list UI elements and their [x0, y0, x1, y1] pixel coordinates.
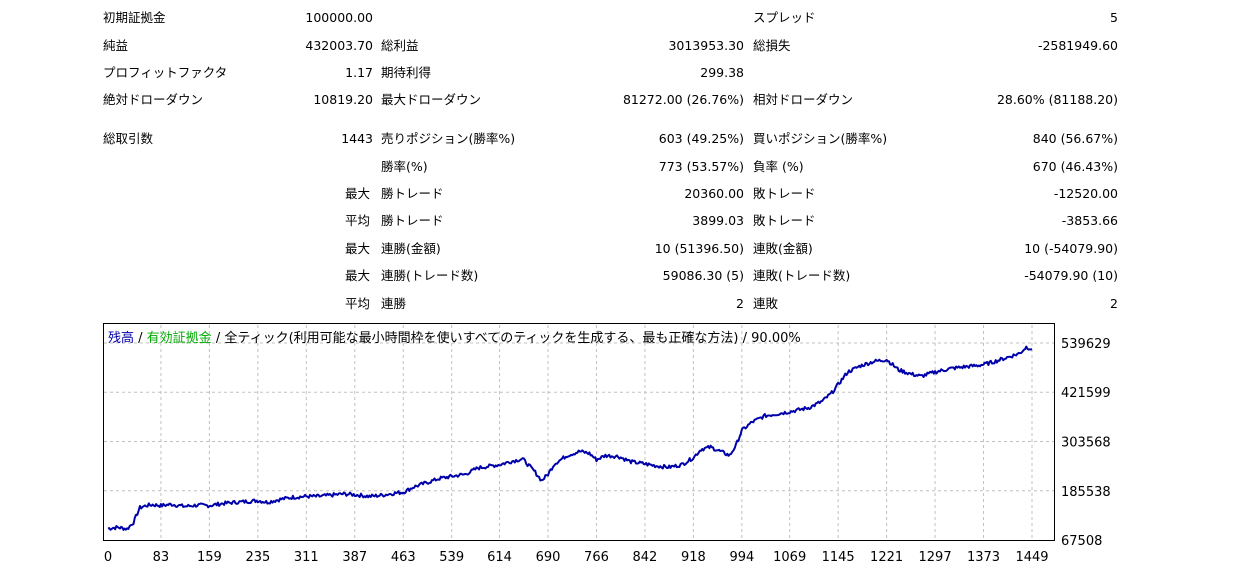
legend-sep-1: / [134, 331, 147, 346]
x-tick-label: 842 [633, 550, 658, 565]
largest-loss-label: 敗トレード [753, 186, 816, 201]
avg-consec-loss-value: 2 [1110, 296, 1118, 311]
y-tick-label: 185538 [1061, 485, 1111, 500]
x-tick-label: 614 [487, 550, 512, 565]
max-consec-loss-trades-value: -54079.90 (10) [1024, 268, 1118, 283]
gross-loss-value: -2581949.60 [1037, 38, 1118, 53]
total-trades-label: 総取引数 [103, 131, 154, 146]
y-tick-label: 303568 [1061, 436, 1111, 451]
legend-sep-2: / [211, 331, 225, 346]
gross-profit-label: 総利益 [381, 38, 419, 53]
average-loss-value: -3853.66 [1061, 213, 1118, 228]
y-tick-label: 421599 [1061, 386, 1111, 401]
x-tick-label: 311 [294, 550, 319, 565]
x-tick-label: 1221 [870, 550, 903, 565]
win-rate-value: 773 (53.57%) [658, 159, 744, 174]
x-tick-label: 690 [536, 550, 561, 565]
y-tick-label: 67508 [1061, 534, 1102, 549]
max-drawdown-value: 81272.00 (26.76%) [622, 92, 744, 107]
average-win-value: 3899.03 [692, 213, 744, 228]
avg-consec-loss-label: 連敗 [753, 296, 779, 311]
legend-quality: 90.00% [751, 331, 801, 346]
abs-drawdown-value: 10819.20 [313, 92, 373, 107]
average-prefix: 平均 [345, 213, 371, 228]
x-tick-label: 994 [729, 550, 754, 565]
x-tick-label: 539 [439, 550, 464, 565]
max-consec-trades-prefix: 最大 [345, 268, 371, 283]
max-consec-win-amount-value: 10 (51396.50) [654, 241, 744, 256]
gross-loss-label: 総損失 [753, 38, 791, 53]
legend-sep-3: / [738, 331, 752, 346]
x-tick-label: 0 [104, 550, 112, 565]
x-tick-label: 235 [245, 550, 270, 565]
x-tick-label: 1373 [967, 550, 1000, 565]
largest-loss-value: -12520.00 [1053, 186, 1118, 201]
expected-payoff-value: 299.38 [700, 65, 744, 80]
gross-profit-value: 3013953.30 [668, 38, 744, 53]
max-consec-win-trades-value: 59086.30 (5) [662, 268, 744, 283]
loss-rate-label: 負率 (%) [753, 159, 804, 174]
x-tick-label: 1297 [919, 550, 952, 565]
initial-deposit-value: 100000.00 [305, 10, 373, 25]
net-profit-value: 432003.70 [305, 38, 373, 53]
short-positions-value: 603 (49.25%) [658, 131, 744, 146]
loss-rate-value: 670 (46.43%) [1032, 159, 1118, 174]
x-tick-label: 918 [681, 550, 706, 565]
chart-legend: 残高 / 有効証拠金 / 全ティック(利用可能な最小時間枠を使いすべてのティック… [108, 327, 801, 346]
largest-prefix: 最大 [345, 186, 371, 201]
max-consec-loss-amount-value: 10 (-54079.90) [1024, 241, 1118, 256]
chart-frame [103, 323, 1055, 541]
spread-value: 5 [1110, 10, 1118, 25]
legend-balance: 残高 [108, 331, 135, 346]
x-tick-label: 1069 [773, 550, 806, 565]
max-consec-loss-trades-label: 連敗(トレード数) [753, 268, 851, 283]
avg-consec-win-value: 2 [736, 296, 744, 311]
profit-factor-value: 1.17 [345, 65, 373, 80]
rel-drawdown-label: 相対ドローダウン [753, 92, 854, 107]
x-tick-label: 1145 [822, 550, 855, 565]
net-profit-label: 純益 [103, 38, 129, 53]
win-rate-label: 勝率(%) [381, 159, 428, 174]
long-positions-value: 840 (56.67%) [1032, 131, 1118, 146]
average-win-label: 勝トレード [381, 213, 444, 228]
legend-equity: 有効証拠金 [146, 331, 212, 346]
expected-payoff-label: 期待利得 [381, 65, 432, 80]
largest-win-label: 勝トレード [381, 186, 444, 201]
x-tick-label: 463 [391, 550, 416, 565]
max-drawdown-label: 最大ドローダウン [381, 92, 482, 107]
avg-consec-prefix: 平均 [345, 296, 371, 311]
y-tick-label: 539629 [1061, 337, 1111, 352]
average-loss-label: 敗トレード [753, 213, 816, 228]
balance-series-line [107, 345, 1033, 531]
max-consec-amount-prefix: 最大 [345, 241, 371, 256]
rel-drawdown-value: 28.60% (81188.20) [996, 92, 1118, 107]
x-tick-label: 83 [153, 550, 170, 565]
max-consec-win-amount-label: 連勝(金額) [381, 241, 441, 256]
long-positions-label: 買いポジション(勝率%) [753, 131, 888, 146]
x-tick-label: 1449 [1015, 550, 1048, 565]
max-consec-loss-amount-label: 連敗(金額) [753, 241, 813, 256]
max-consec-win-trades-label: 連勝(トレード数) [381, 268, 479, 283]
x-tick-label: 766 [584, 550, 609, 565]
x-tick-label: 159 [197, 550, 222, 565]
largest-win-value: 20360.00 [684, 186, 744, 201]
spread-label: スプレッド [753, 10, 816, 25]
avg-consec-win-label: 連勝 [381, 296, 407, 311]
profit-factor-label: プロフィットファクタ [103, 65, 228, 80]
abs-drawdown-label: 絶対ドローダウン [103, 92, 204, 107]
short-positions-label: 売りポジション(勝率%) [381, 131, 516, 146]
legend-description: 全ティック(利用可能な最小時間枠を使いすべてのティックを生成する、最も正確な方法… [224, 331, 739, 346]
x-tick-label: 387 [342, 550, 367, 565]
total-trades-value: 1443 [341, 131, 373, 146]
initial-deposit-label: 初期証拠金 [103, 10, 166, 25]
